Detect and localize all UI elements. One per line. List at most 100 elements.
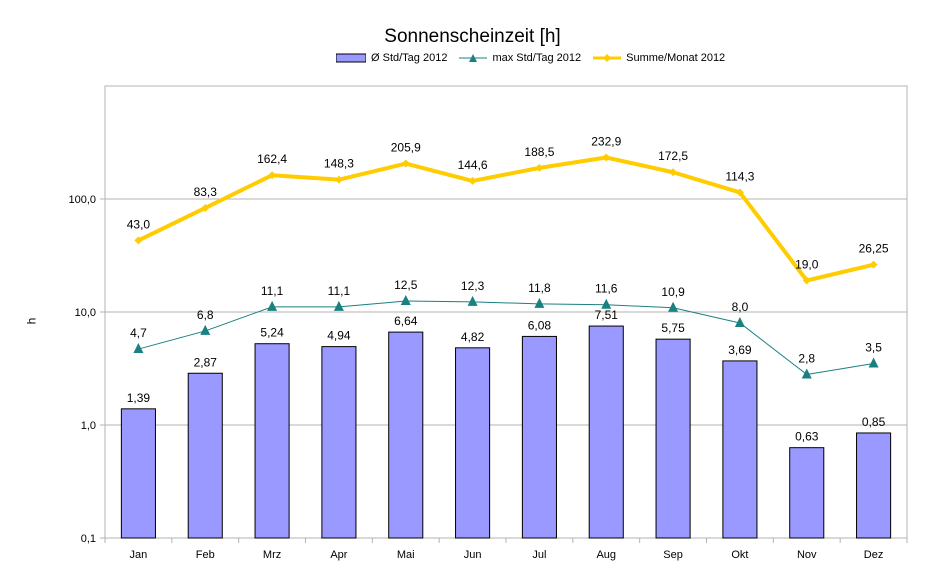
marker-diamond bbox=[468, 176, 477, 185]
line-data-label: 114,3 bbox=[725, 169, 754, 183]
line-data-label: 188,5 bbox=[524, 145, 554, 159]
x-tick-label: Mai bbox=[397, 549, 415, 561]
marker-triangle bbox=[133, 343, 144, 354]
line-data-label: 205,9 bbox=[391, 141, 421, 155]
legend-swatch-bar bbox=[336, 53, 366, 63]
legend-item-avg: Ø Std/Tag 2012 bbox=[336, 52, 447, 64]
marker-triangle bbox=[601, 298, 612, 309]
marker-triangle bbox=[267, 300, 278, 311]
x-tick-label: Nov bbox=[797, 549, 817, 561]
line-data-label: 232,9 bbox=[591, 135, 621, 149]
marker-triangle bbox=[801, 368, 812, 379]
marker-diamond bbox=[669, 168, 678, 177]
series-line bbox=[137, 155, 875, 283]
line-data-label: 4,7 bbox=[130, 326, 147, 340]
line-data-label: 10,9 bbox=[661, 285, 685, 299]
bar-data-label: 6,64 bbox=[394, 314, 418, 328]
x-tick-label: Jul bbox=[532, 549, 546, 561]
bar-data-label: 7,51 bbox=[595, 308, 619, 322]
bar-data-label: 5,75 bbox=[661, 321, 685, 335]
marker-triangle bbox=[734, 316, 745, 327]
marker-triangle bbox=[200, 324, 211, 335]
x-tick-label: Jan bbox=[130, 549, 148, 561]
line-data-label: 83,3 bbox=[194, 185, 218, 199]
line-data-label: 144,6 bbox=[458, 158, 488, 172]
marker-diamond bbox=[201, 203, 210, 212]
legend-swatch-sum bbox=[593, 54, 622, 62]
x-tick-label: Sep bbox=[663, 549, 683, 561]
bar-data-label: 3,69 bbox=[728, 343, 752, 357]
x-tick-label: Okt bbox=[731, 549, 748, 561]
legend-item-sum: Summe/Monat 2012 bbox=[593, 52, 725, 64]
line-data-label: 26,25 bbox=[859, 242, 889, 256]
line-data-label: 6,8 bbox=[197, 308, 214, 322]
bar-data-label: 0,85 bbox=[862, 415, 886, 429]
line-data-label: 11,1 bbox=[328, 284, 351, 298]
marker-triangle bbox=[668, 301, 679, 312]
marker-diamond bbox=[134, 236, 143, 245]
x-tick-label: Dez bbox=[864, 549, 884, 561]
x-tick-label: Jun bbox=[464, 549, 482, 561]
legend-label-max: max Std/Tag 2012 bbox=[492, 52, 582, 64]
marker-triangle bbox=[868, 357, 879, 368]
legend: Ø Std/Tag 2012 max Std/Tag 2012 Summe/Mo… bbox=[336, 52, 725, 64]
line-data-label: 162,4 bbox=[257, 152, 287, 166]
marker-diamond bbox=[802, 276, 811, 285]
bar bbox=[655, 338, 691, 539]
marker-diamond bbox=[869, 260, 878, 269]
bar bbox=[856, 432, 892, 539]
x-tick-label: Apr bbox=[330, 549, 347, 561]
line-data-label: 12,5 bbox=[394, 278, 418, 292]
line-data-label: 2,8 bbox=[798, 351, 815, 365]
line-data-label: 8,0 bbox=[732, 300, 749, 314]
bar bbox=[388, 331, 424, 539]
bar bbox=[722, 360, 758, 539]
line-data-label: 19,0 bbox=[795, 258, 819, 272]
bar-data-label: 4,94 bbox=[327, 329, 351, 343]
x-tick-label: Mrz bbox=[263, 549, 281, 561]
bar bbox=[254, 343, 290, 539]
bar-data-label: 4,82 bbox=[461, 330, 485, 344]
bar-data-label: 1,39 bbox=[127, 391, 151, 405]
marker-diamond bbox=[334, 175, 343, 184]
bar bbox=[588, 325, 624, 539]
chart-title: Sonnenscheinzeit [h] bbox=[384, 26, 561, 47]
marker-diamond bbox=[735, 188, 744, 197]
marker-diamond bbox=[401, 159, 410, 168]
line-data-label: 3,5 bbox=[865, 341, 882, 355]
marker-diamond bbox=[602, 153, 611, 162]
y-tick-label: 10,0 bbox=[75, 307, 96, 319]
line-data-label: 11,8 bbox=[528, 281, 551, 295]
marker-diamond bbox=[268, 171, 277, 180]
marker-triangle bbox=[467, 295, 478, 306]
bar bbox=[187, 372, 223, 539]
line-data-label: 12,3 bbox=[461, 279, 485, 293]
line-data-label: 11,6 bbox=[595, 282, 618, 296]
line-data-label: 43,0 bbox=[127, 217, 151, 231]
bar bbox=[120, 408, 156, 539]
legend-swatch-max bbox=[459, 54, 488, 62]
series-line bbox=[138, 300, 874, 375]
line-data-label: 172,5 bbox=[658, 149, 688, 163]
y-tick-label: 1,0 bbox=[81, 420, 96, 432]
legend-label-sum: Summe/Monat 2012 bbox=[626, 52, 726, 64]
bar bbox=[455, 347, 491, 539]
x-tick-label: Feb bbox=[196, 549, 215, 561]
bar bbox=[521, 335, 557, 539]
marker-diamond bbox=[535, 163, 544, 172]
y-tick-label: 100,0 bbox=[68, 194, 96, 206]
bar bbox=[789, 447, 825, 539]
bar-data-label: 6,08 bbox=[528, 318, 552, 332]
bar-data-label: 0,63 bbox=[795, 430, 819, 444]
line-data-label: 148,3 bbox=[324, 157, 354, 171]
bar-data-label: 5,24 bbox=[260, 326, 284, 340]
bar bbox=[321, 346, 357, 539]
bar-data-label: 2,87 bbox=[194, 355, 218, 369]
line-data-label: 11,1 bbox=[261, 284, 284, 298]
marker-triangle bbox=[400, 295, 411, 306]
marker-triangle bbox=[333, 300, 344, 311]
y-tick-label: 0,1 bbox=[81, 533, 96, 545]
x-tick-label: Aug bbox=[596, 549, 616, 561]
marker-triangle bbox=[534, 297, 545, 308]
legend-label-avg: Ø Std/Tag 2012 bbox=[371, 52, 448, 64]
